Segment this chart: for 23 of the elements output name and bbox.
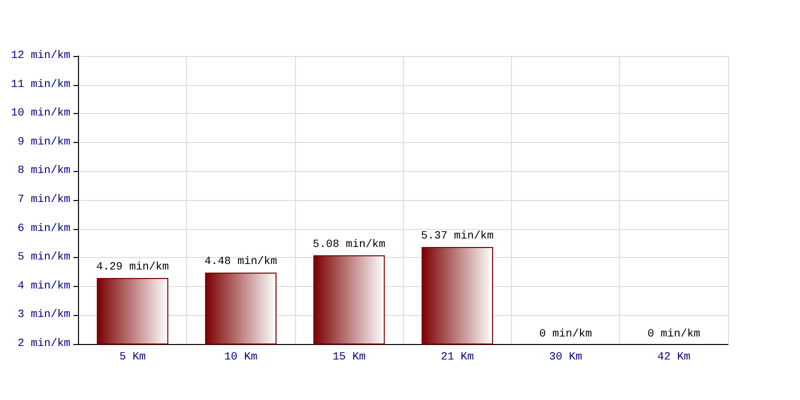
y-tick-label: 3 min/km bbox=[18, 309, 71, 322]
x-tick-label: 10 Km bbox=[224, 352, 258, 364]
x-tick-label: 21 Km bbox=[440, 352, 474, 364]
x-tick-label: 30 Km bbox=[549, 352, 582, 364]
x-tick-label: 42 Km bbox=[657, 352, 691, 364]
y-tick-label: 11 min/km bbox=[10, 78, 71, 91]
data-label: 4.29 min/km bbox=[96, 262, 170, 274]
text: 0 min/km bbox=[647, 328, 700, 340]
y-tick-label: 4 min/km bbox=[18, 280, 71, 292]
y-tick-label: 9 min/km bbox=[18, 136, 71, 148]
y-tick-label: 10 min/km bbox=[10, 108, 71, 120]
data-label: 4.48 min/km bbox=[204, 256, 278, 268]
y-tick-label: 12 min/km bbox=[10, 50, 71, 62]
text: 0 min/km bbox=[539, 328, 592, 340]
data-label: 5.08 min/km bbox=[312, 238, 386, 251]
y-tick-label: 6 min/km bbox=[18, 222, 71, 235]
data-label: 5.37 min/km bbox=[421, 230, 494, 242]
y-tick-label: 5 min/km bbox=[18, 252, 71, 264]
x-tick-label: 15 Km bbox=[332, 352, 366, 364]
x-tick-label: 5 Km bbox=[119, 352, 146, 364]
y-tick-label: 2 min/km bbox=[18, 338, 71, 350]
y-tick-label: 7 min/km bbox=[18, 194, 71, 206]
y-tick-label: 8 min/km bbox=[18, 165, 71, 178]
